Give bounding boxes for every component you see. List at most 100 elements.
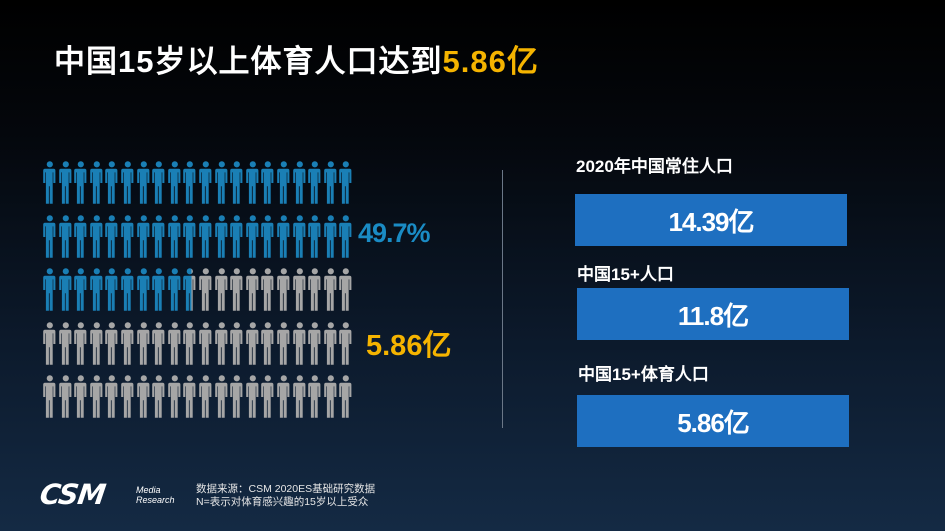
person-icon bbox=[277, 321, 290, 365]
pictogram-row bbox=[42, 214, 352, 268]
pictogram-row bbox=[42, 160, 352, 214]
person-icon bbox=[58, 321, 71, 365]
person-icon bbox=[183, 161, 196, 204]
person-icon bbox=[277, 214, 290, 258]
person-icon bbox=[167, 375, 181, 418]
pictogram-row bbox=[42, 321, 352, 375]
person-icon bbox=[152, 161, 165, 204]
person-icon bbox=[339, 161, 352, 204]
person-icon bbox=[308, 161, 321, 204]
person-icon bbox=[167, 321, 181, 365]
person-icon bbox=[339, 214, 352, 258]
person-icon bbox=[136, 161, 149, 204]
person-icon bbox=[323, 268, 337, 311]
person-icon bbox=[152, 375, 165, 418]
person-icon bbox=[136, 321, 149, 365]
person-icon bbox=[230, 161, 243, 204]
percent-label: 49.7% bbox=[358, 218, 431, 248]
person-icon bbox=[230, 214, 243, 258]
stat-label-population: 2020年中国常住人口 bbox=[576, 157, 733, 176]
stat-value-population: 14.39亿 bbox=[575, 194, 847, 246]
person-icon bbox=[121, 268, 134, 311]
person-icon bbox=[74, 375, 87, 418]
pictogram-row bbox=[42, 267, 352, 321]
person-icon bbox=[214, 268, 227, 311]
person-icon bbox=[308, 268, 321, 311]
title-highlight: 5.86亿 bbox=[442, 44, 539, 79]
person-icon bbox=[89, 268, 103, 311]
person-icon bbox=[152, 268, 165, 311]
person-icon bbox=[58, 375, 71, 418]
person-icon bbox=[121, 214, 134, 258]
people-pictogram bbox=[42, 160, 352, 428]
person-icon bbox=[199, 268, 212, 311]
person-icon bbox=[74, 321, 87, 365]
person-icon bbox=[199, 321, 212, 365]
person-icon bbox=[58, 161, 71, 204]
person-icon bbox=[121, 321, 134, 365]
person-icon bbox=[261, 161, 274, 204]
person-icon bbox=[167, 161, 181, 204]
person-icon bbox=[214, 321, 227, 365]
person-icon bbox=[323, 214, 337, 258]
person-icon bbox=[89, 321, 103, 365]
person-icon bbox=[292, 321, 305, 365]
person-icon bbox=[152, 214, 165, 258]
page-title: 中国15岁以上体育人口达到5.86亿 bbox=[54, 36, 539, 81]
count-label: 5.86亿 bbox=[366, 330, 452, 362]
person-icon bbox=[105, 268, 118, 311]
person-icon bbox=[43, 321, 56, 365]
person-icon bbox=[74, 161, 87, 204]
person-icon bbox=[214, 214, 227, 258]
person-icon bbox=[199, 214, 212, 258]
person-icon bbox=[199, 375, 212, 418]
person-icon bbox=[199, 161, 212, 204]
person-icon bbox=[245, 375, 259, 418]
person-icon bbox=[277, 268, 290, 311]
title-prefix: 中国15岁以上体育人口达到 bbox=[54, 44, 443, 79]
person-icon bbox=[323, 321, 337, 365]
person-icon bbox=[58, 268, 71, 311]
person-icon bbox=[245, 321, 259, 365]
person-icon bbox=[136, 375, 149, 418]
source-line-2: N=表示对体育感兴趣的15岁以上受众 bbox=[196, 496, 369, 508]
person-icon bbox=[245, 161, 259, 204]
person-icon bbox=[230, 321, 243, 365]
person-icon bbox=[292, 375, 305, 418]
person-icon bbox=[43, 268, 56, 311]
person-icon bbox=[167, 268, 181, 311]
person-icon bbox=[308, 214, 321, 258]
person-icon bbox=[183, 375, 196, 418]
person-icon bbox=[245, 214, 259, 258]
person-icon bbox=[121, 375, 134, 418]
person-icon bbox=[105, 161, 118, 204]
person-icon bbox=[214, 161, 227, 204]
stat-value-sports-population: 5.86亿 bbox=[577, 395, 849, 447]
person-icon bbox=[308, 321, 321, 365]
person-icon bbox=[74, 214, 87, 258]
person-icon bbox=[339, 321, 352, 365]
person-icon bbox=[136, 214, 149, 258]
person-icon bbox=[43, 375, 56, 418]
person-icon bbox=[183, 321, 196, 365]
person-icon bbox=[105, 321, 118, 365]
person-icon bbox=[89, 161, 103, 204]
stat-label-15plus: 中国15+人口 bbox=[577, 265, 674, 284]
person-icon bbox=[339, 268, 352, 311]
logo-sub-media: Media bbox=[136, 485, 161, 495]
person-icon bbox=[89, 214, 103, 258]
person-icon bbox=[261, 214, 274, 258]
pictogram-row bbox=[42, 374, 352, 428]
person-icon bbox=[245, 268, 259, 311]
divider bbox=[502, 170, 503, 428]
logo-sub-research: Research bbox=[136, 495, 175, 505]
person-icon bbox=[183, 268, 196, 311]
person-icon bbox=[261, 268, 274, 311]
person-icon bbox=[214, 375, 227, 418]
person-icon bbox=[292, 214, 305, 258]
stat-value-15plus: 11.8亿 bbox=[577, 288, 849, 340]
person-icon bbox=[230, 268, 243, 311]
source-line-1: 数据来源：CSM 2020ES基础研究数据 bbox=[196, 483, 376, 495]
stat-label-sports-population: 中国15+体育人口 bbox=[578, 365, 709, 384]
csm-logo: CSM Media Research bbox=[38, 478, 175, 511]
